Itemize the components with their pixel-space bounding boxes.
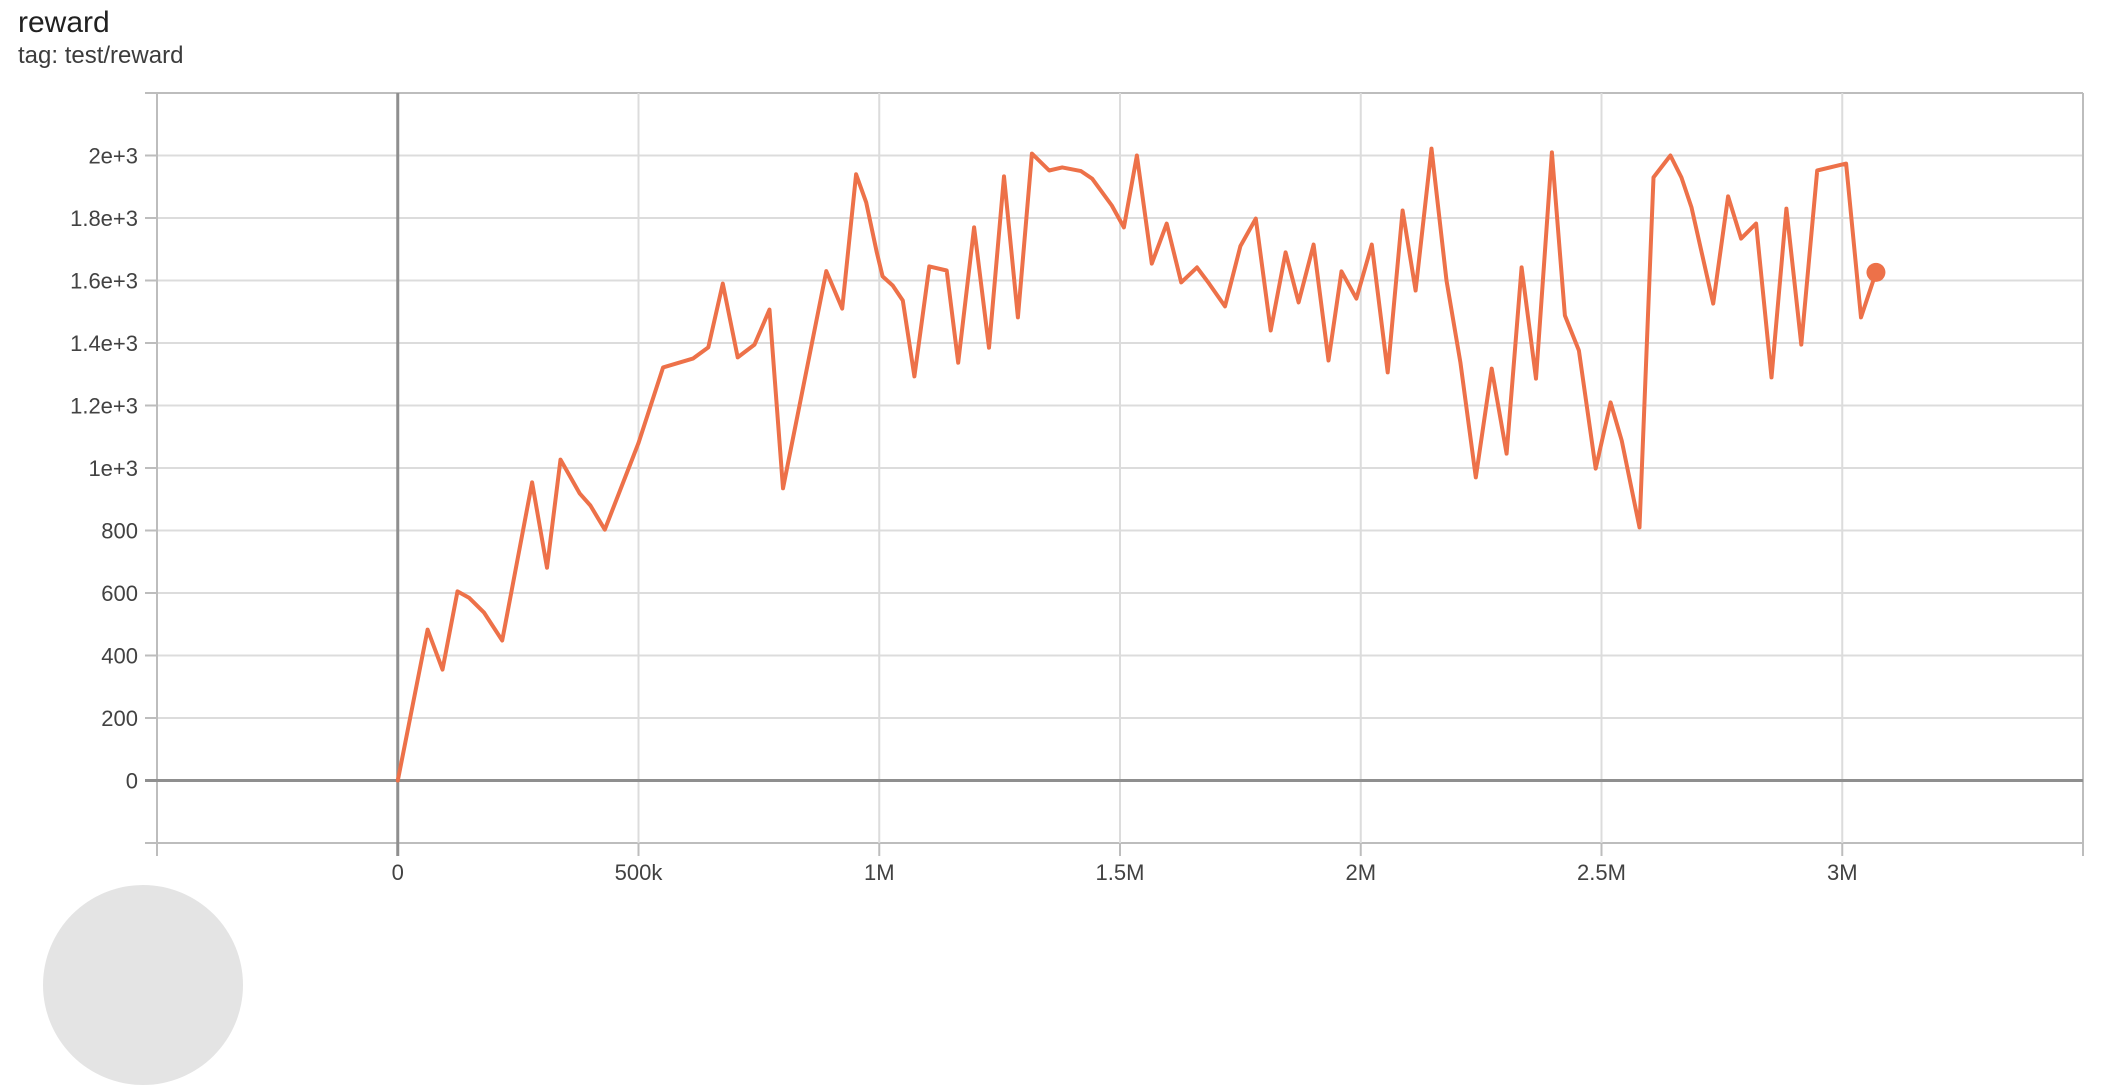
floating-action-button-partial[interactable] [43,885,243,1085]
x-axis-label: 1M [864,860,895,885]
reward-line-chart[interactable]: 0 200 400 600 800 1e+3 1.2e+3 1.4e+3 1.6e+3 1.8e+… [0,0,2106,898]
chart-title: reward [18,6,110,39]
y-axis-label: 200 [101,706,138,731]
y-axis-label: 1e+3 [88,456,138,481]
y-axis-label: 800 [101,519,138,544]
x-axis-label: 2.5M [1577,860,1626,885]
y-axis-label: 600 [101,581,138,606]
y-axis-label: 1.4e+3 [70,331,138,356]
last-point-marker [1866,262,1886,282]
y-axis-label: 1.2e+3 [70,394,138,419]
y-axis-label: 1.6e+3 [70,269,138,294]
y-axis-label: 400 [101,644,138,669]
y-axis-label: 0 [126,769,138,794]
chart-tag-subtitle: tag: test/reward [18,42,184,69]
series-line [395,146,1878,783]
y-axis-label: 2e+3 [88,144,138,169]
x-axis-label: 3M [1827,860,1858,885]
x-axis-label: 1.5M [1096,860,1145,885]
x-axis-label: 2M [1345,860,1376,885]
x-axis-label: 500k [615,860,664,885]
y-axis-label: 1.8e+3 [70,206,138,231]
chart-header: reward tag: test/reward [18,6,183,70]
x-axis-label: 0 [392,860,404,885]
